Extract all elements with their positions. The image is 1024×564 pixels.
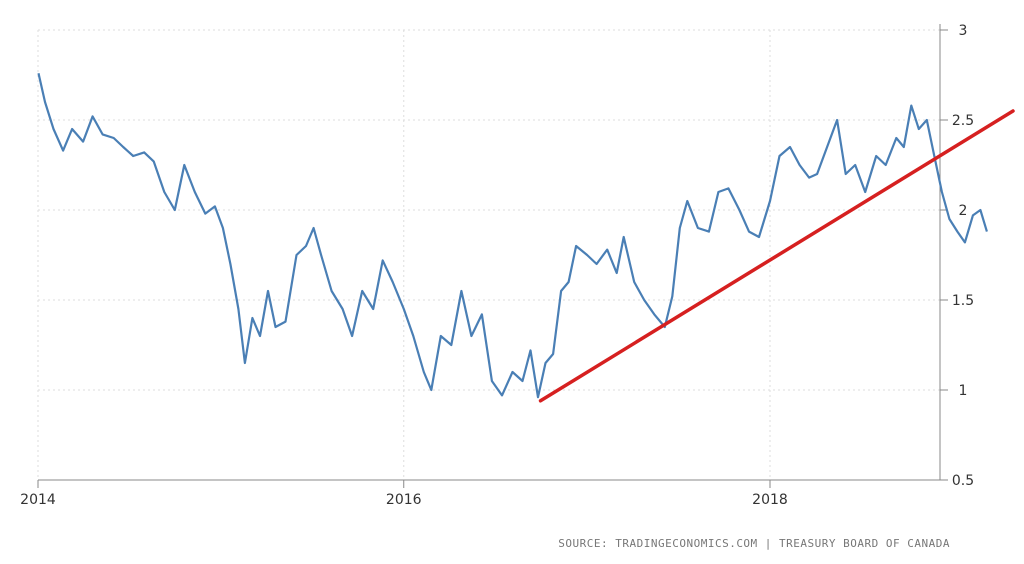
trendline [538, 109, 1015, 403]
x-tick-label: 2014 [20, 492, 56, 508]
y-tick-label: 2.5 [952, 113, 974, 129]
y-tick-label: 2 [959, 203, 968, 219]
axes [37, 24, 948, 488]
y-tick-label: 1.5 [952, 293, 974, 309]
y-tick-label: 0.5 [952, 473, 974, 489]
source-label: SOURCE: TRADINGECONOMICS.COM | TREASURY … [558, 537, 950, 550]
annotation-layer [538, 109, 1015, 403]
x-tick-label: 2016 [386, 492, 422, 508]
x-tick-label: 2018 [752, 492, 788, 508]
y-tick-label: 1 [959, 383, 968, 399]
series-layer [37, 72, 988, 399]
y-tick-label: 3 [959, 23, 968, 39]
series-line [37, 72, 988, 399]
tick-labels: 0.5 1 1.5 2 2.5 3 2014 2016 2018 [20, 23, 974, 508]
